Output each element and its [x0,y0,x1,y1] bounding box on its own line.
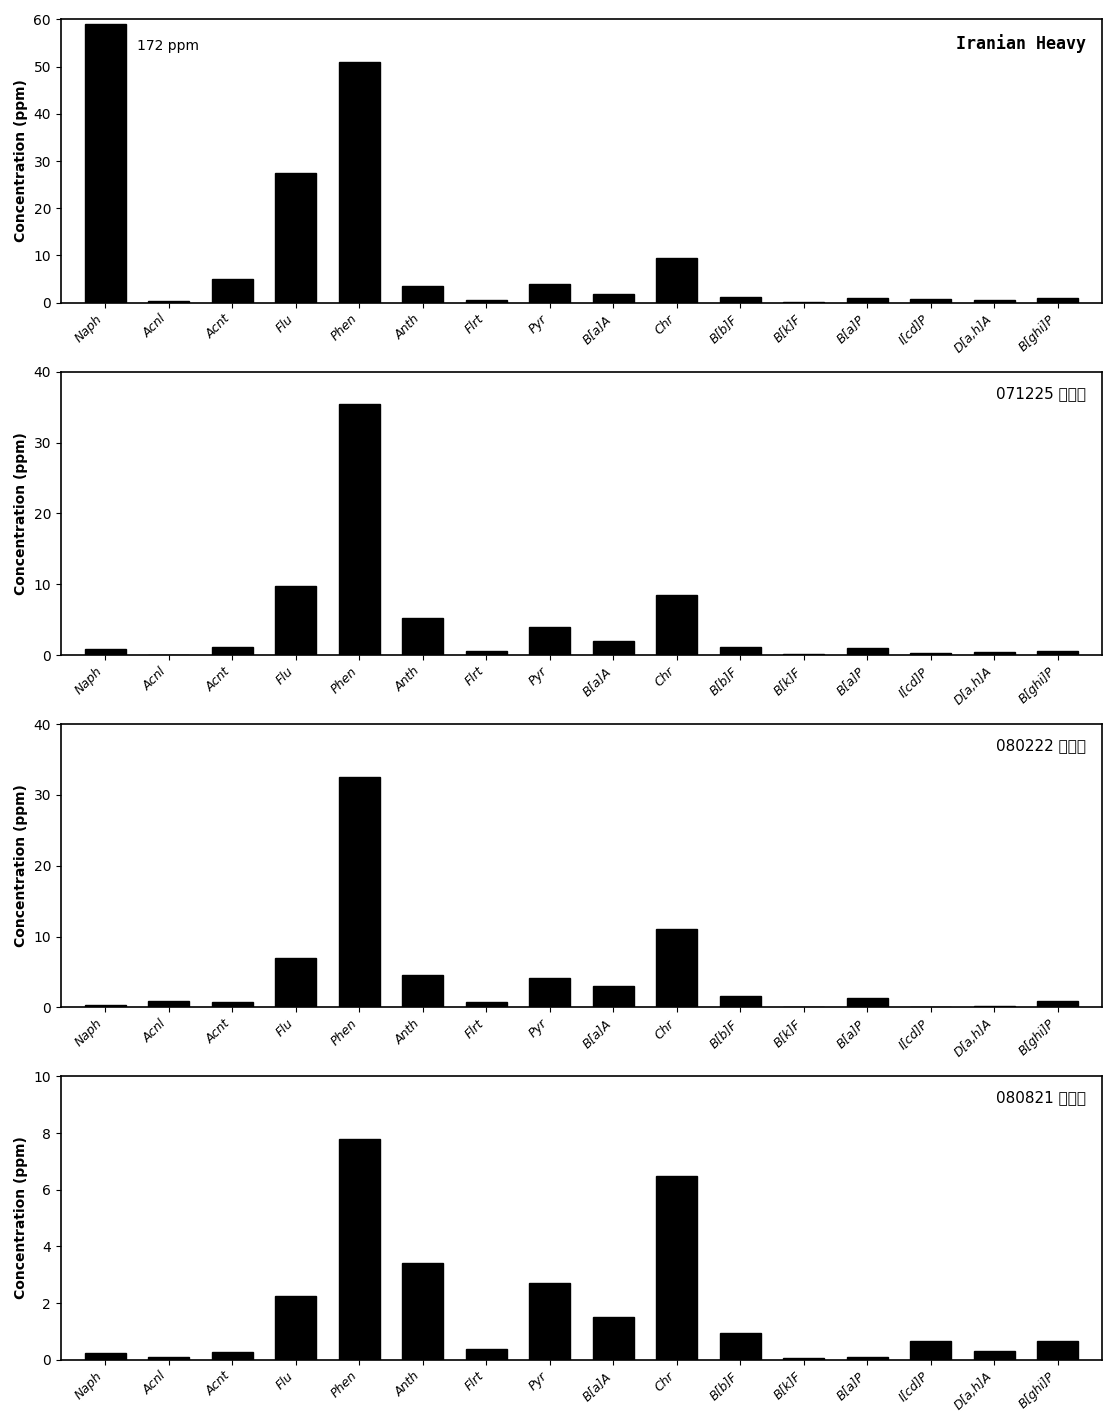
Bar [212,1352,253,1360]
Y-axis label: Concentration (ppm): Concentration (ppm) [13,80,28,242]
Bar [910,653,951,655]
Bar [275,586,316,655]
Bar [973,299,1014,302]
Bar [910,1342,951,1360]
Bar [402,1263,443,1360]
Y-axis label: Concentration (ppm): Concentration (ppm) [13,1137,28,1299]
Bar [465,301,507,302]
Bar [529,978,570,1007]
Bar [593,987,634,1007]
Text: 080821 삽시도: 080821 삽시도 [997,1091,1087,1105]
Bar [847,998,888,1007]
Bar [338,61,379,302]
Bar [85,1353,126,1360]
Bar [275,173,316,302]
Y-axis label: Concentration (ppm): Concentration (ppm) [13,784,28,947]
Bar [465,1349,507,1360]
Bar [593,1318,634,1360]
Bar [720,995,761,1007]
Bar [720,297,761,302]
Bar [275,958,316,1007]
Text: 080222 삽시도: 080222 삽시도 [997,739,1087,753]
Bar [910,299,951,302]
Bar [847,298,888,302]
Bar [85,649,126,655]
Bar [148,1358,190,1360]
Bar [1037,650,1078,655]
Text: Iranian Heavy: Iranian Heavy [956,34,1087,53]
Bar [338,1139,379,1360]
Bar [720,647,761,655]
Bar [1037,1001,1078,1007]
Bar [212,1002,253,1007]
Bar [1037,298,1078,302]
Bar [847,647,888,655]
Bar [402,975,443,1007]
Bar [1037,1342,1078,1360]
Bar [338,777,379,1007]
Bar [148,1001,190,1007]
Bar [338,404,379,655]
Bar [85,24,126,302]
Bar [973,1352,1014,1360]
Bar [212,647,253,655]
Text: 071225 삽시도: 071225 삽시도 [997,386,1087,401]
Bar [656,258,698,302]
Bar [529,626,570,655]
Bar [212,279,253,302]
Bar [465,1002,507,1007]
Bar [847,1358,888,1360]
Bar [529,284,570,302]
Bar [973,652,1014,655]
Bar [402,619,443,655]
Bar [656,930,698,1007]
Bar [529,1283,570,1360]
Bar [656,595,698,655]
Bar [275,1296,316,1360]
Y-axis label: Concentration (ppm): Concentration (ppm) [13,432,28,595]
Bar [720,1333,761,1360]
Bar [465,650,507,655]
Text: 172 ppm: 172 ppm [137,40,199,53]
Bar [593,294,634,302]
Bar [593,640,634,655]
Bar [85,1004,126,1007]
Bar [656,1175,698,1360]
Bar [402,287,443,302]
